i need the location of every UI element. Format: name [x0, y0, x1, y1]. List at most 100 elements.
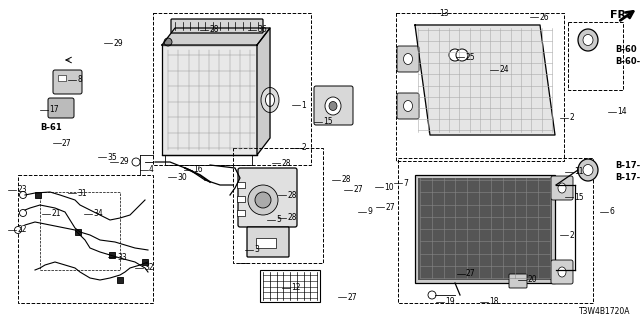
- Bar: [58, 75, 66, 81]
- Text: B-60: B-60: [615, 45, 637, 54]
- Text: 24: 24: [499, 66, 509, 75]
- Text: 2: 2: [569, 114, 573, 123]
- Bar: [142, 259, 148, 265]
- Circle shape: [248, 185, 278, 215]
- Polygon shape: [257, 28, 270, 155]
- Ellipse shape: [266, 93, 275, 107]
- Text: 27: 27: [353, 186, 363, 195]
- FancyBboxPatch shape: [53, 70, 82, 94]
- Text: 17: 17: [49, 106, 59, 115]
- Text: 7: 7: [403, 179, 408, 188]
- Text: 29: 29: [113, 38, 123, 47]
- Text: 23: 23: [17, 186, 27, 195]
- Text: 22: 22: [17, 226, 26, 235]
- FancyBboxPatch shape: [238, 168, 297, 227]
- Text: 20: 20: [527, 276, 536, 284]
- Ellipse shape: [403, 53, 413, 65]
- FancyBboxPatch shape: [397, 46, 419, 72]
- Text: 6: 6: [609, 207, 614, 217]
- Text: 29: 29: [119, 157, 129, 166]
- FancyBboxPatch shape: [247, 227, 289, 257]
- Circle shape: [456, 49, 468, 61]
- Bar: [35, 192, 41, 198]
- Text: FR.: FR.: [610, 10, 630, 20]
- Text: 28: 28: [287, 190, 296, 199]
- Ellipse shape: [578, 159, 598, 181]
- Ellipse shape: [578, 29, 598, 51]
- Text: 28: 28: [281, 158, 291, 167]
- Bar: [260, 270, 320, 302]
- FancyBboxPatch shape: [551, 176, 573, 200]
- FancyBboxPatch shape: [397, 93, 419, 119]
- Bar: [237, 182, 245, 188]
- Ellipse shape: [261, 87, 279, 113]
- Ellipse shape: [583, 35, 593, 45]
- Text: 1: 1: [301, 100, 306, 109]
- Bar: [256, 238, 276, 248]
- Text: 34: 34: [93, 210, 103, 219]
- Text: 31: 31: [77, 188, 86, 197]
- Bar: [162, 45, 257, 155]
- Bar: [396, 13, 564, 161]
- Text: B-61: B-61: [40, 124, 61, 132]
- Text: 27: 27: [347, 292, 356, 301]
- FancyBboxPatch shape: [551, 260, 573, 284]
- Bar: [568, 22, 623, 90]
- Text: 21: 21: [51, 210, 61, 219]
- Text: 30: 30: [177, 172, 187, 181]
- Circle shape: [449, 49, 461, 61]
- Ellipse shape: [558, 267, 566, 277]
- Text: 28: 28: [209, 26, 218, 35]
- Text: 27: 27: [385, 203, 395, 212]
- Bar: [398, 158, 593, 303]
- Circle shape: [132, 158, 140, 166]
- Text: 32: 32: [144, 263, 154, 273]
- Bar: [75, 229, 81, 235]
- Text: 18: 18: [489, 298, 499, 307]
- Text: 15: 15: [323, 117, 333, 126]
- Bar: [117, 277, 123, 283]
- FancyBboxPatch shape: [48, 98, 74, 118]
- Bar: [418, 178, 552, 280]
- Text: 33: 33: [117, 252, 127, 261]
- Bar: [415, 175, 555, 283]
- Text: 35: 35: [107, 153, 116, 162]
- Text: 8: 8: [77, 76, 82, 84]
- FancyBboxPatch shape: [509, 274, 527, 288]
- Ellipse shape: [325, 97, 341, 115]
- Ellipse shape: [329, 101, 337, 110]
- Text: 28: 28: [341, 175, 351, 185]
- Bar: [40, 192, 120, 270]
- Ellipse shape: [583, 164, 593, 175]
- Bar: [18, 175, 153, 303]
- FancyBboxPatch shape: [171, 19, 263, 33]
- Bar: [233, 148, 323, 263]
- Text: 3: 3: [254, 245, 259, 254]
- Text: 26: 26: [539, 12, 548, 21]
- FancyBboxPatch shape: [314, 86, 353, 125]
- Circle shape: [19, 191, 26, 198]
- Text: 9: 9: [367, 207, 372, 217]
- Text: B-17-30: B-17-30: [615, 161, 640, 170]
- Polygon shape: [415, 25, 555, 135]
- Polygon shape: [162, 28, 270, 45]
- Circle shape: [19, 210, 26, 217]
- Text: 2: 2: [569, 230, 573, 239]
- Text: B-60-1: B-60-1: [615, 58, 640, 67]
- Circle shape: [164, 38, 172, 46]
- Circle shape: [15, 227, 22, 234]
- Text: 19: 19: [445, 298, 454, 307]
- Bar: [237, 196, 245, 202]
- Circle shape: [428, 291, 436, 299]
- Text: 12: 12: [291, 284, 301, 292]
- Text: 5: 5: [276, 215, 281, 225]
- Text: 10: 10: [384, 182, 394, 191]
- Text: 14: 14: [617, 108, 627, 116]
- Ellipse shape: [403, 100, 413, 111]
- Circle shape: [255, 192, 271, 208]
- Ellipse shape: [558, 183, 566, 193]
- Text: B-17-31: B-17-31: [615, 172, 640, 181]
- Text: 25: 25: [465, 52, 475, 61]
- Text: T3W4B1720A: T3W4B1720A: [579, 308, 630, 316]
- Bar: [237, 210, 245, 216]
